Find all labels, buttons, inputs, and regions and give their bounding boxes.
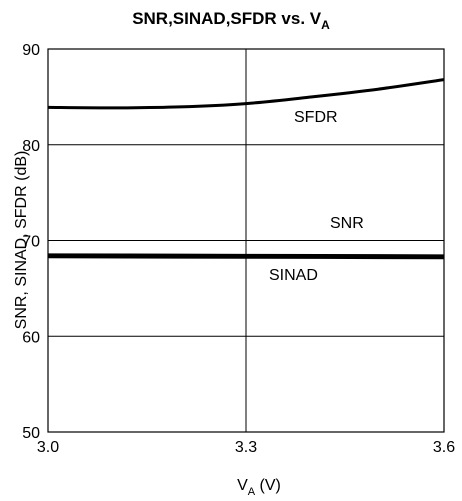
series-label-sinad: SINAD xyxy=(269,267,318,284)
x-axis-label-subscript: A xyxy=(248,486,256,498)
x-axis-label-main: V xyxy=(237,477,248,494)
y-tick-label: 70 xyxy=(22,234,40,251)
series-line-sfdr xyxy=(47,78,445,110)
x-tick-label: 3.6 xyxy=(433,439,455,456)
y-tick-label: 50 xyxy=(22,425,40,442)
y-tick-label: 80 xyxy=(22,138,40,155)
chart-title-main: SNR,SINAD,SFDR vs. V xyxy=(132,9,322,28)
x-axis-label-suffix: (V) xyxy=(255,477,281,494)
chart-title: SNR,SINAD,SFDR vs. VA xyxy=(132,9,330,32)
x-tick-label: 3.3 xyxy=(235,439,257,456)
y-tick-labels: 50 60 70 80 90 xyxy=(22,42,40,442)
series-line-snr xyxy=(47,253,445,258)
y-axis-label: SNR, SINAD, SFDR (dB) xyxy=(13,151,30,330)
y-tick-label: 60 xyxy=(22,329,40,346)
x-axis-label: VA (V) xyxy=(237,477,281,498)
series-layer xyxy=(47,78,445,260)
x-tick-labels: 3.0 3.3 3.6 xyxy=(37,439,455,456)
grid-layer xyxy=(48,49,444,432)
series-label-sfdr: SFDR xyxy=(294,109,338,126)
x-tick-label: 3.0 xyxy=(37,439,59,456)
series-line-sinad xyxy=(47,255,445,260)
y-tick-label: 90 xyxy=(22,42,40,59)
chart-title-subscript: A xyxy=(321,18,330,32)
series-label-snr: SNR xyxy=(330,215,364,232)
